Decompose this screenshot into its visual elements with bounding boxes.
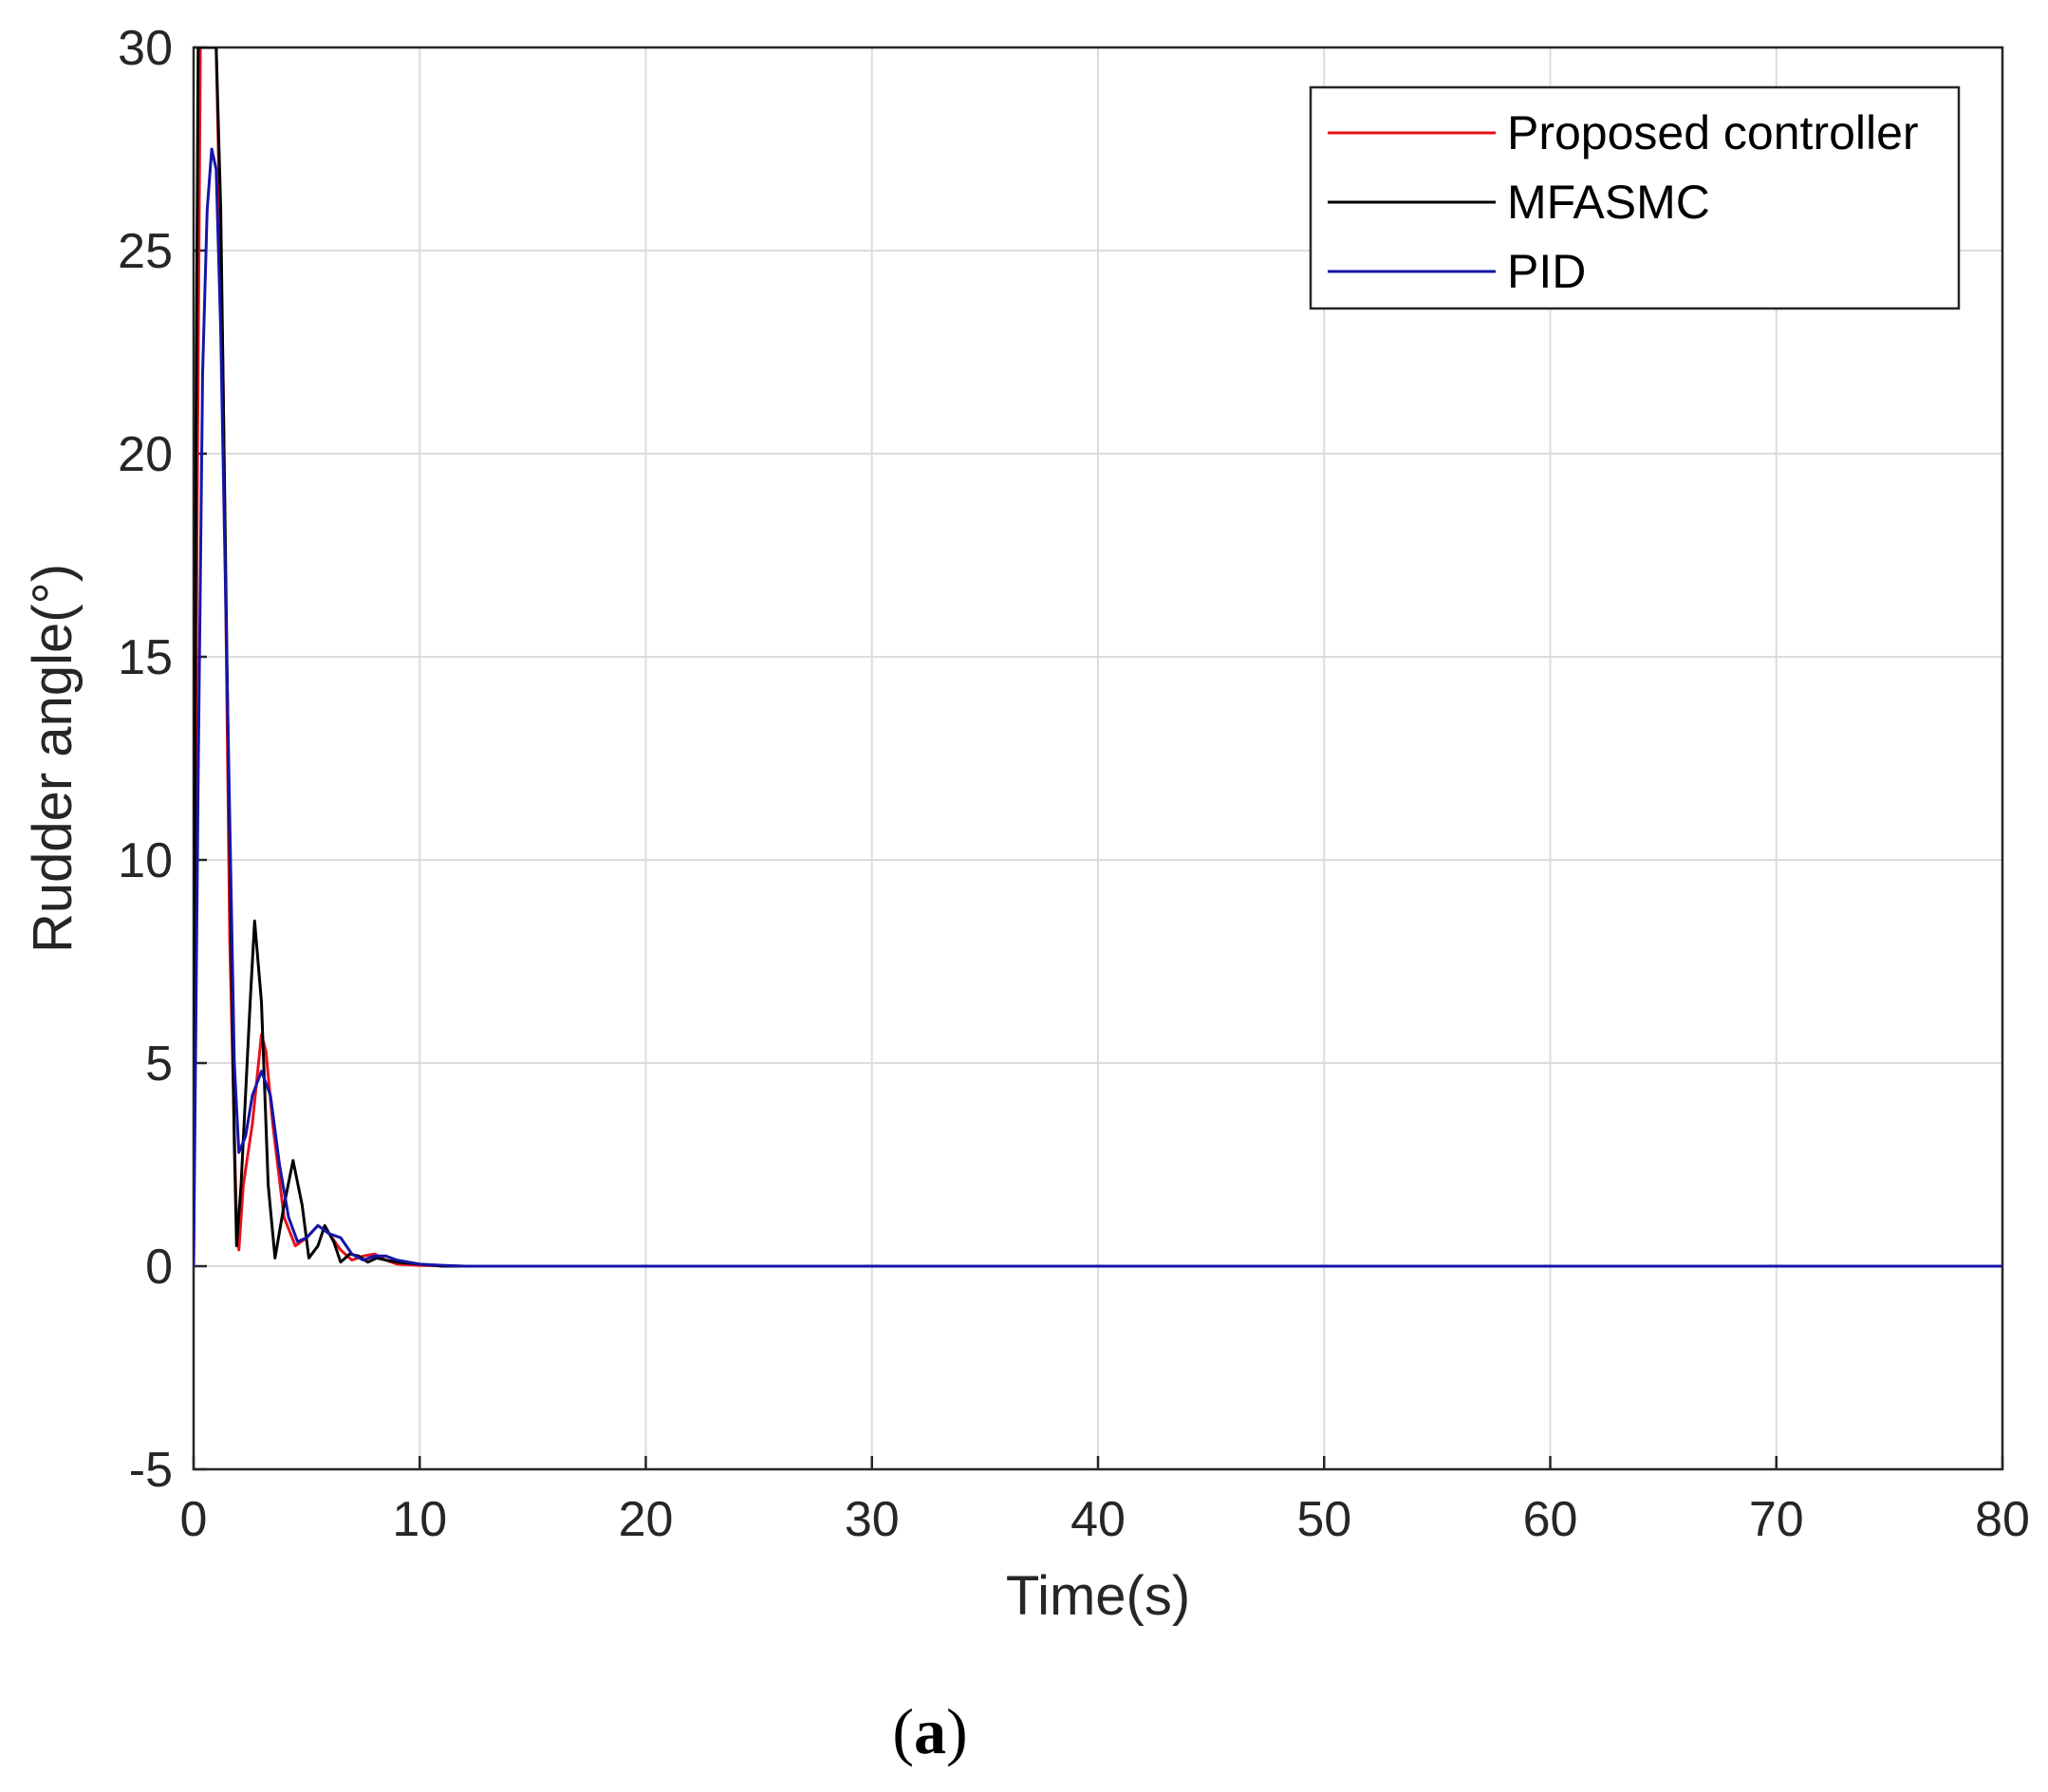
x-tick-label: 20 (619, 1492, 674, 1547)
y-tick-label: 25 (118, 224, 173, 279)
x-tick-label: 40 (1071, 1492, 1126, 1547)
x-tick-label: 50 (1296, 1492, 1351, 1547)
x-tick-label: 70 (1749, 1492, 1804, 1547)
y-tick-label: 30 (118, 21, 173, 76)
x-tick-label: 60 (1523, 1492, 1578, 1547)
series-line-3 (194, 147, 2002, 1268)
x-axis-label: Time(s) (1006, 1565, 1190, 1627)
x-tick-label: 80 (1975, 1492, 2030, 1547)
figure-caption: (a) (0, 1694, 1860, 1769)
x-tick-label: 30 (845, 1492, 900, 1547)
plot-series (194, 47, 2002, 1268)
legend-label: MFASMC (1507, 176, 1710, 229)
y-tick-label: 5 (145, 1036, 173, 1092)
legend-label: Proposed controller (1507, 106, 1919, 159)
caption-letter: a (914, 1695, 946, 1767)
y-axis-label: Rudder angle(°) (22, 564, 84, 953)
y-tick-label: 0 (145, 1240, 173, 1295)
y-tick-label: 15 (118, 630, 173, 685)
legend-label: PID (1507, 245, 1586, 298)
caption-open: ( (892, 1695, 914, 1767)
caption-close: ) (946, 1695, 968, 1767)
y-tick-label: 20 (118, 427, 173, 482)
legend: Proposed controller MFASMC PID (1309, 85, 1961, 310)
x-tick-label: 0 (180, 1492, 208, 1547)
x-tick-label: 10 (392, 1492, 447, 1547)
y-tick-label: -5 (129, 1443, 173, 1498)
y-tick-label: 10 (118, 833, 173, 888)
